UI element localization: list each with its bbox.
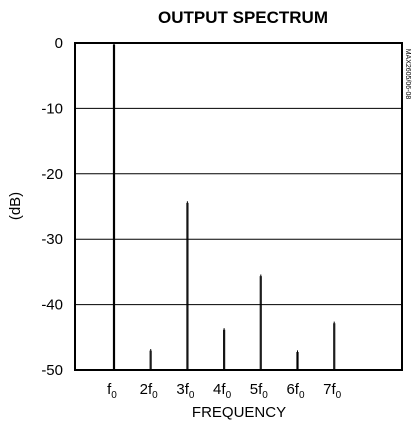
x-tick-label-subscript: 0 xyxy=(226,390,232,401)
x-tick-label: 4f0 xyxy=(213,381,232,401)
spectrum-line-3 xyxy=(186,201,189,370)
x-tick-label-subscript: 0 xyxy=(336,390,342,401)
x-tick-label-subscript: 0 xyxy=(152,390,158,401)
x-tick-label-main: 6f xyxy=(286,381,299,398)
x-tick-label-main: 2f xyxy=(140,381,153,398)
x-tick-label-main: 5f xyxy=(250,381,263,398)
x-tick-label: 7f0 xyxy=(323,381,342,401)
x-tick-label: 2f0 xyxy=(140,381,159,401)
x-tick-label-main: 7f xyxy=(323,381,336,398)
spectrum-line-7 xyxy=(333,321,336,370)
grid-lines xyxy=(75,107,402,306)
x-tick-label-main: 4f xyxy=(213,381,226,398)
x-tick-label: 3f0 xyxy=(176,381,195,401)
y-tick-label: -30 xyxy=(41,231,63,248)
x-tick-labels: f0 2f0 3f0 4f0 5f0 6f0 7f0 xyxy=(107,381,342,401)
chart-title: OUTPUT SPECTRUM xyxy=(158,8,328,27)
y-tick-label: -20 xyxy=(41,166,63,183)
x-tick-label: 6f0 xyxy=(286,381,305,401)
x-tick-label: 5f0 xyxy=(250,381,269,401)
spectrum-line-2 xyxy=(149,349,152,370)
y-tick-label: -10 xyxy=(41,100,63,117)
plot-frame xyxy=(74,42,403,371)
y-axis-label: (dB) xyxy=(7,192,24,220)
spectrum-line-1 xyxy=(112,43,116,370)
spectrum-line-5 xyxy=(259,274,262,370)
x-tick-label-subscript: 0 xyxy=(299,390,305,401)
x-axis-label: FREQUENCY xyxy=(192,404,286,421)
spectrum-line-6 xyxy=(296,350,299,370)
figure-code: MAX2605/06-08 xyxy=(404,49,411,100)
spectrum-lines xyxy=(112,43,336,370)
x-tick-label-subscript: 0 xyxy=(262,390,268,401)
spectrum-line-4 xyxy=(223,328,226,370)
y-tick-labels: 0 -10 -20 -30 -40 -50 xyxy=(41,35,63,379)
y-tick-label: -40 xyxy=(41,297,63,314)
x-tick-label-subscript: 0 xyxy=(111,390,117,401)
x-tick-label-main: f xyxy=(107,381,112,398)
x-tick-label: f0 xyxy=(107,381,117,401)
x-tick-label-subscript: 0 xyxy=(189,390,195,401)
x-tick-label-main: 3f xyxy=(176,381,189,398)
y-tick-label: 0 xyxy=(55,35,63,52)
y-tick-label: -50 xyxy=(41,362,63,379)
